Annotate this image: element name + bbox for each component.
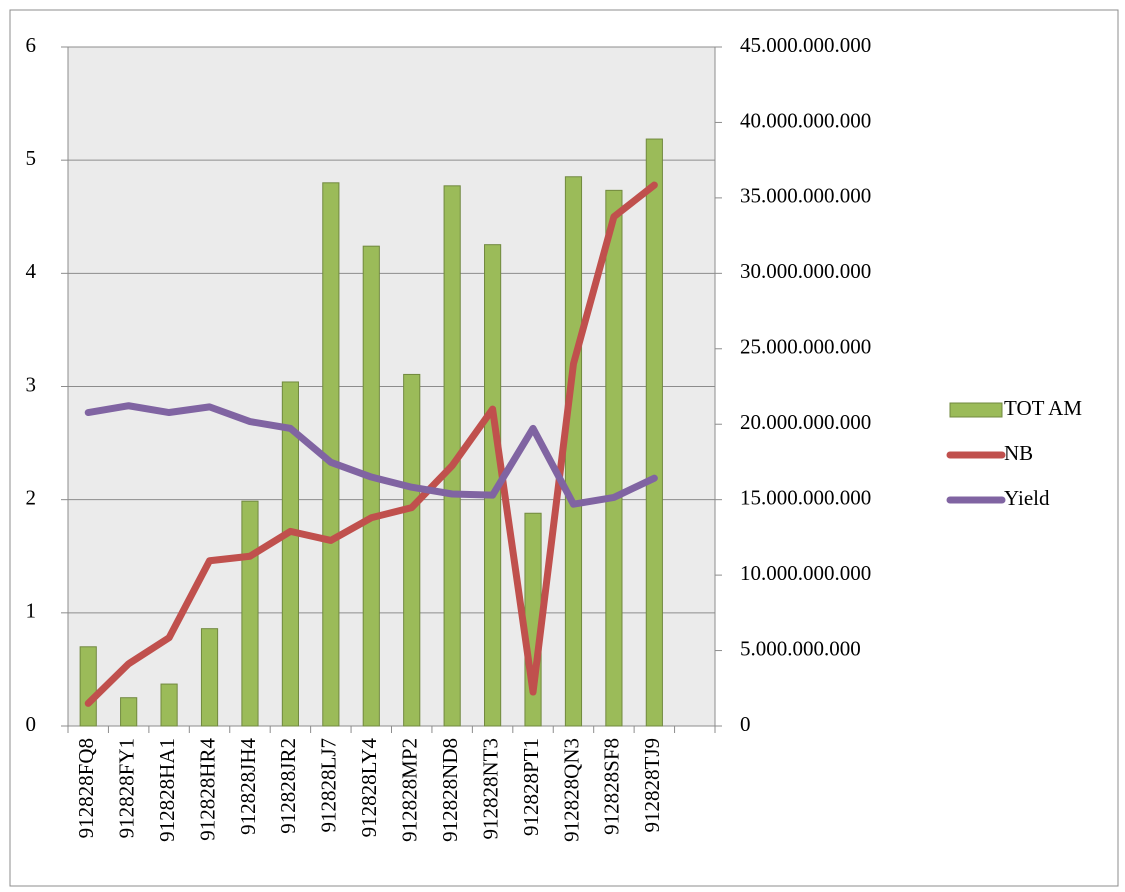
y-tick-label: 1: [26, 599, 37, 623]
x-tick-label: 912828HR4: [195, 738, 219, 841]
legend-label: NB: [1004, 441, 1033, 465]
legend-swatch: [949, 402, 1003, 418]
y-tick-label: 3: [26, 372, 37, 396]
bar: [645, 138, 663, 727]
y-tick-label: 0: [26, 712, 37, 736]
bar: [160, 683, 178, 727]
y2-tick-label: 15.000.000.000: [740, 485, 871, 509]
legend-label: Yield: [1004, 486, 1050, 510]
y2-tick-label: 25.000.000.000: [740, 335, 871, 359]
y-tick-label: 2: [26, 485, 37, 509]
x-tick-label: 912828MP2: [398, 738, 422, 842]
y2-tick-label: 5.000.000.000: [740, 636, 861, 660]
x-tick-label: 912828FY1: [114, 738, 138, 838]
y2-tick-label: 45.000.000.000: [740, 33, 871, 57]
y-tick-label: 4: [26, 259, 37, 283]
x-tick-label: 912828HA1: [155, 738, 179, 842]
x-tick-label: 912828QN3: [559, 738, 583, 842]
y2-tick-label: 20.000.000.000: [740, 410, 871, 434]
line-series: [84, 402, 658, 508]
x-tick-label: 912828LY4: [357, 738, 381, 838]
x-tick-label: 912828TJ9: [640, 738, 664, 833]
legend-label: TOT AM: [1004, 396, 1082, 420]
bar: [403, 373, 421, 727]
x-tick-label: 912828PT1: [519, 738, 543, 836]
y-tick-label: 6: [26, 33, 37, 57]
bar: [281, 381, 299, 727]
x-tick-label: 912828ND8: [438, 738, 462, 842]
bar: [564, 176, 583, 727]
y-tick-label: 5: [26, 146, 37, 170]
x-tick-label: 912828FQ8: [74, 738, 98, 838]
y2-tick-label: 0: [740, 712, 751, 736]
x-tick-label: 912828JR2: [276, 738, 300, 834]
bar: [79, 646, 97, 727]
y2-tick-label: 40.000.000.000: [740, 108, 871, 132]
x-tick-label: 912828LJ7: [317, 738, 341, 833]
x-tick-label: 912828JH4: [236, 738, 260, 835]
bar: [120, 697, 138, 727]
bar: [362, 245, 380, 727]
x-tick-label: 912828SF8: [600, 738, 624, 835]
bar: [605, 189, 623, 727]
bar: [200, 628, 219, 727]
y2-tick-label: 35.000.000.000: [740, 184, 871, 208]
y2-tick-label: 10.000.000.000: [740, 561, 871, 585]
bar: [241, 500, 259, 727]
y2-tick-label: 30.000.000.000: [740, 259, 871, 283]
x-tick-label: 912828NT3: [478, 738, 502, 840]
